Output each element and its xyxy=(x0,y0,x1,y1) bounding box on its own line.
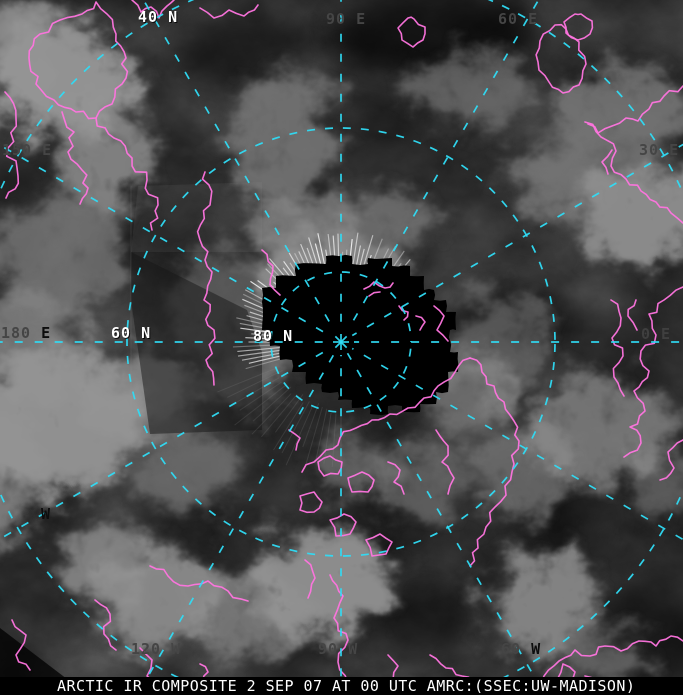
sensor-swath xyxy=(130,182,262,434)
lon-label-180: 180 E xyxy=(1,324,52,342)
lat-label-60n: 60 N xyxy=(111,324,152,342)
lon-label-150e: 150 E xyxy=(2,141,53,159)
lon-label-90e: 90 E xyxy=(326,10,367,28)
lat-label-80n: 80 N xyxy=(253,327,294,345)
lon-label-120w: 120 W xyxy=(131,640,182,658)
data-gap xyxy=(262,254,459,416)
lon-label-30e: 30 E xyxy=(639,141,680,159)
pole-asterisk-icon xyxy=(333,334,349,350)
lon-label-150w-partial: W xyxy=(41,505,52,523)
lat-label-40n: 40 N xyxy=(138,8,179,26)
lon-label-60e: 60 E xyxy=(498,10,539,28)
caption-bar: ARCTIC IR COMPOSITE 2 SEP 07 AT 00 UTC A… xyxy=(0,677,683,695)
lon-label-90w: 90 W xyxy=(318,640,359,658)
lon-label-60w: 60 W xyxy=(501,640,542,658)
caption-text: ARCTIC IR COMPOSITE 2 SEP 07 AT 00 UTC A… xyxy=(57,677,636,695)
